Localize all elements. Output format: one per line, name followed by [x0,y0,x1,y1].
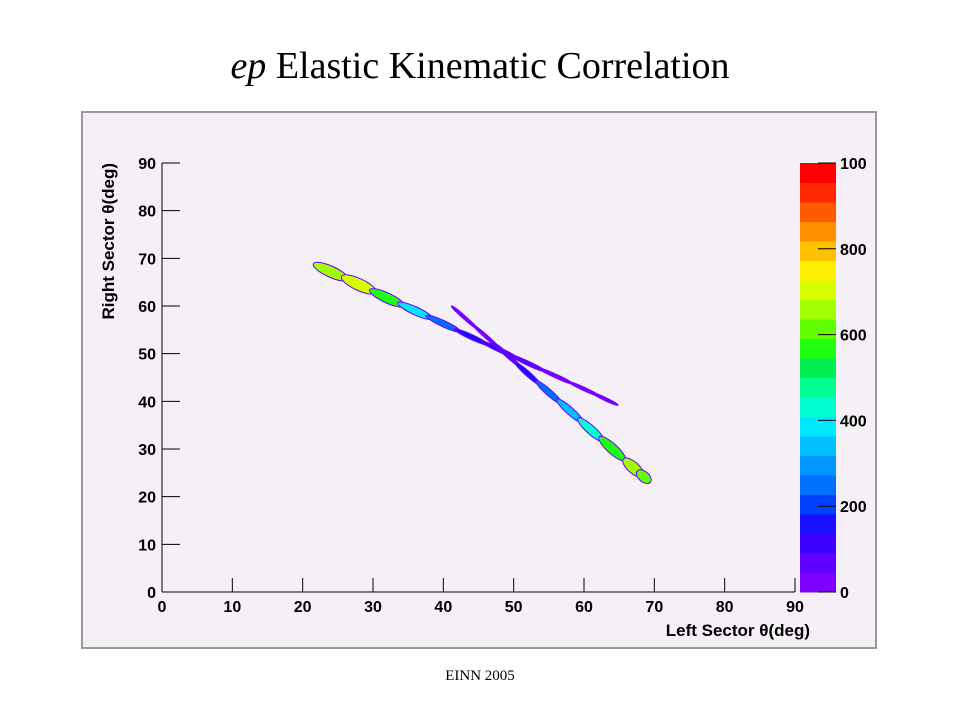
colorbar-cell [800,338,836,359]
colorbar-tick-label: 200 [840,499,867,516]
y-tick-label: 50 [138,347,156,364]
title-text: Elastic Kinematic Correlation [276,45,730,87]
y-tick-label: 0 [147,585,156,602]
y-axis-label: Right Sector θ(deg) [99,163,118,320]
colorbar-cell [800,397,836,417]
colorbar-cell [800,416,836,437]
colorbar-cell [800,514,836,534]
x-tick-label: 30 [364,599,382,616]
bin-cell [591,392,619,406]
colorbar-cell [800,182,836,203]
colorbar-cell [800,377,836,398]
colorbar-cell [800,553,836,573]
colorbar-cell [800,260,836,281]
x-tick-label: 70 [645,599,663,616]
y-tick-label: 60 [138,299,156,316]
y-tick-label: 20 [138,490,156,507]
footer: EINN 2005 [445,668,515,684]
colorbar-cell [800,280,836,300]
colorbar-cell [800,455,836,476]
x-tick-label: 90 [786,599,804,616]
title: ep Elastic Kinematic Correlation [230,45,729,87]
colorbar-cell [800,358,836,378]
x-tick-label: 50 [505,599,523,616]
bin-cell [635,469,652,485]
colorbar-cell [800,319,836,339]
colorbar-cell [800,299,836,320]
y-tick-label: 70 [138,251,156,268]
colorbar-cell [800,494,836,515]
x-tick-label: 80 [716,599,734,616]
plot-area [162,163,795,592]
title-italic: ep [230,45,266,87]
y-tick-label: 40 [138,394,156,411]
colorbar-cell [800,533,836,554]
colorbar-cell [800,202,836,222]
colorbar-tick-label: 100 [840,156,867,173]
colorbar-tick-label: 800 [840,242,867,259]
colorbar-cell [800,163,836,183]
y-tick-label: 90 [138,156,156,173]
colorbar-tick-label: 600 [840,328,867,345]
y-tick-label: 80 [138,204,156,221]
colorbar-cell [800,572,836,593]
colorbar-cell [800,475,836,495]
x-tick-label: 40 [434,599,452,616]
colorbar-cell [800,221,836,242]
colorbar-tick-label: 400 [840,413,867,430]
x-tick-label: 60 [575,599,593,616]
x-tick-label: 20 [294,599,312,616]
x-axis-label: Left Sector θ(deg) [666,621,810,640]
x-tick-label: 10 [223,599,241,616]
colorbar-cell [800,241,836,261]
colorbar-tick-label: 0 [840,585,849,602]
y-tick-label: 10 [138,537,156,554]
colorbar-cell [800,436,836,456]
x-tick-label: 0 [158,599,167,616]
y-tick-label: 30 [138,442,156,459]
